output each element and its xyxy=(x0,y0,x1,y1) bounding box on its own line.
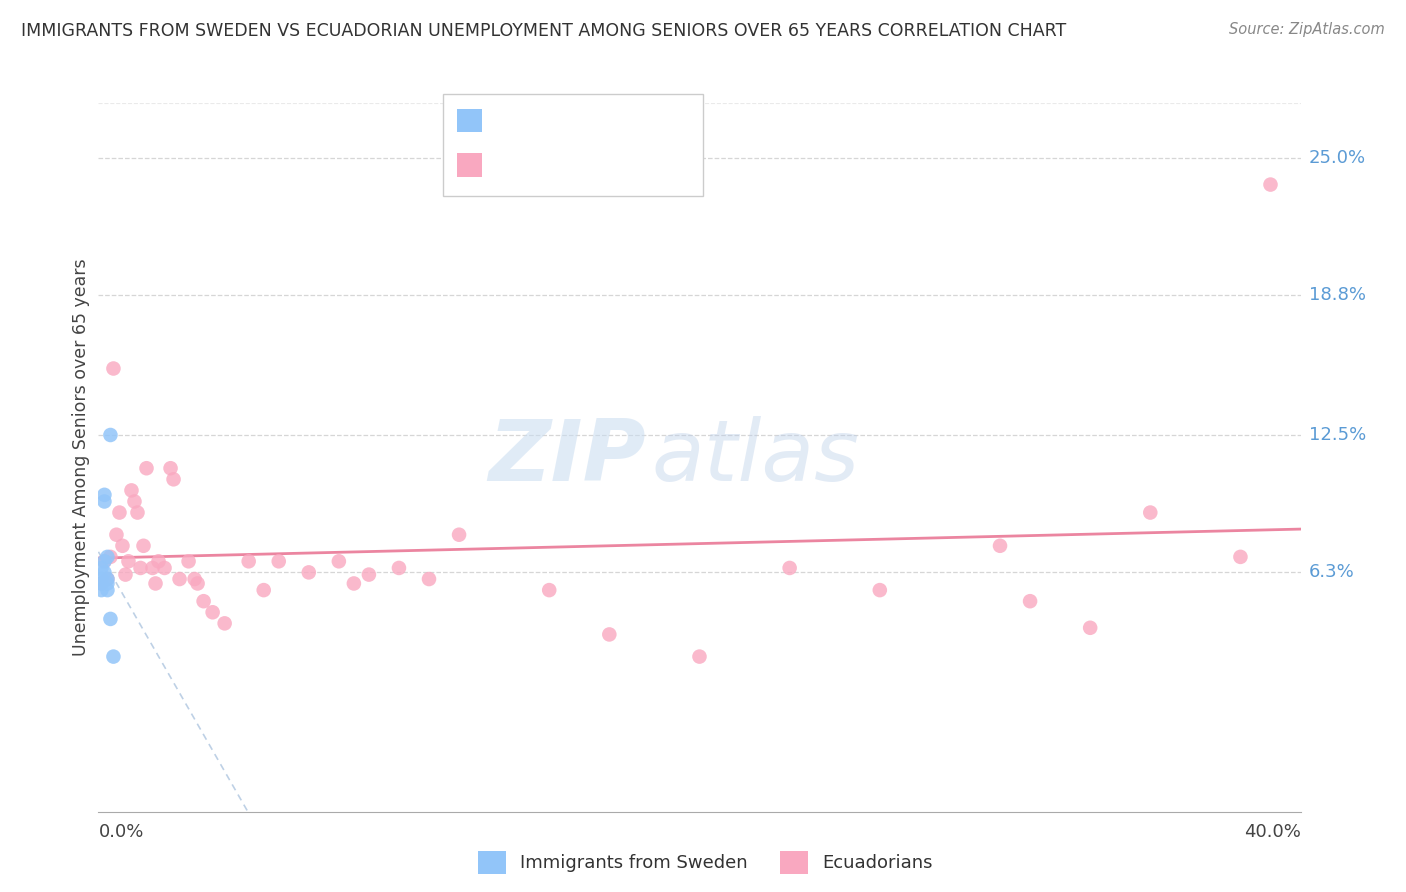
Point xyxy=(108,506,131,520)
Point xyxy=(148,554,170,568)
Text: 0.0%: 0.0% xyxy=(98,822,143,841)
Point xyxy=(141,561,163,575)
Text: R =: R = xyxy=(492,112,530,129)
Point xyxy=(253,583,276,598)
Text: 12.5%: 12.5% xyxy=(1309,426,1367,444)
Point xyxy=(93,488,115,502)
Point xyxy=(135,461,157,475)
Point xyxy=(357,567,380,582)
Point xyxy=(988,539,1011,553)
Text: Source: ZipAtlas.com: Source: ZipAtlas.com xyxy=(1229,22,1385,37)
Point xyxy=(90,583,112,598)
Text: 25.0%: 25.0% xyxy=(1309,149,1367,167)
Text: 0.268: 0.268 xyxy=(531,112,586,129)
Point xyxy=(145,576,167,591)
Text: Ecuadorians: Ecuadorians xyxy=(823,854,934,871)
Text: 6.3%: 6.3% xyxy=(1309,564,1354,582)
Point xyxy=(298,566,321,580)
Point xyxy=(447,527,470,541)
Point xyxy=(96,583,118,598)
Point xyxy=(1139,506,1161,520)
Point xyxy=(129,561,152,575)
Text: 18.8%: 18.8% xyxy=(1309,286,1365,304)
Text: N =: N = xyxy=(582,112,631,129)
Point xyxy=(93,494,115,508)
Point xyxy=(779,561,801,575)
Point xyxy=(169,572,191,586)
Point xyxy=(90,572,112,586)
Point xyxy=(96,549,118,564)
Point xyxy=(90,576,112,591)
Point xyxy=(193,594,215,608)
Point xyxy=(183,572,205,586)
Point xyxy=(418,572,440,586)
Point xyxy=(100,428,122,442)
Point xyxy=(96,572,118,586)
Point xyxy=(114,567,136,582)
Text: N =: N = xyxy=(582,156,631,174)
Point xyxy=(201,605,224,619)
Point xyxy=(214,616,236,631)
Point xyxy=(187,576,209,591)
Point xyxy=(343,576,366,591)
Point xyxy=(688,649,710,664)
Point xyxy=(93,554,115,568)
Text: atlas: atlas xyxy=(651,416,859,499)
Text: 15: 15 xyxy=(630,112,654,129)
Text: 0.218: 0.218 xyxy=(531,156,586,174)
Point xyxy=(1019,594,1042,608)
Point xyxy=(93,554,115,568)
Text: 40.0%: 40.0% xyxy=(1244,822,1301,841)
Point xyxy=(538,583,561,598)
Point xyxy=(162,472,184,486)
Point xyxy=(103,649,125,664)
Point xyxy=(111,539,134,553)
Point xyxy=(105,527,128,541)
Point xyxy=(96,576,118,591)
Point xyxy=(100,549,122,564)
Point xyxy=(100,612,122,626)
Point xyxy=(1078,621,1101,635)
Point xyxy=(328,554,350,568)
Point xyxy=(124,494,146,508)
Point xyxy=(93,566,115,580)
Point xyxy=(153,561,176,575)
Point xyxy=(90,576,112,591)
Point xyxy=(117,554,139,568)
Point xyxy=(177,554,200,568)
Point xyxy=(159,461,181,475)
Point xyxy=(90,561,112,575)
Point xyxy=(127,506,149,520)
Text: IMMIGRANTS FROM SWEDEN VS ECUADORIAN UNEMPLOYMENT AMONG SENIORS OVER 65 YEARS CO: IMMIGRANTS FROM SWEDEN VS ECUADORIAN UNE… xyxy=(21,22,1066,40)
Point xyxy=(1229,549,1251,564)
Point xyxy=(598,627,620,641)
Y-axis label: Unemployment Among Seniors over 65 years: Unemployment Among Seniors over 65 years xyxy=(72,259,90,656)
Point xyxy=(869,583,891,598)
Point xyxy=(103,361,125,376)
Point xyxy=(1260,178,1282,192)
Point xyxy=(267,554,290,568)
Point xyxy=(121,483,143,498)
Text: 50: 50 xyxy=(630,156,654,174)
Text: R =: R = xyxy=(492,156,530,174)
Text: Immigrants from Sweden: Immigrants from Sweden xyxy=(520,854,748,871)
Point xyxy=(238,554,260,568)
Text: ZIP: ZIP xyxy=(488,416,645,499)
Point xyxy=(388,561,411,575)
Point xyxy=(96,572,118,586)
Point xyxy=(132,539,155,553)
